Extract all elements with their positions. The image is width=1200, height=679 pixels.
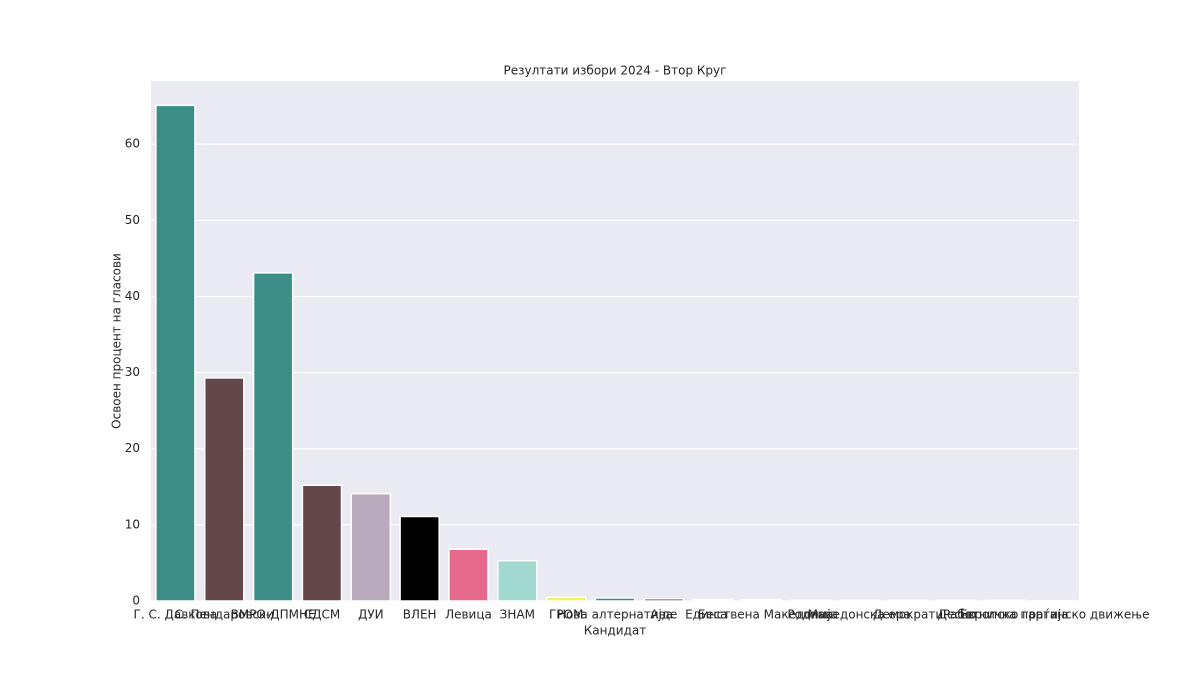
bar [742,599,781,601]
bar [302,485,341,601]
bar [791,600,830,601]
y-tick-label: 10 [125,517,140,531]
x-tick-label: Ајде [650,608,677,622]
chart-title: Резултати избори 2024 - Втор Круг [504,64,727,78]
y-tick-label: 0 [132,594,140,608]
x-tick-label: ВЛЕН [403,608,437,622]
bar [547,597,586,601]
bar [205,378,244,601]
bar [889,600,928,601]
bar [986,600,1025,601]
x-tick-label: ЗНАМ [500,608,535,622]
x-tick-label: СДСМ [304,608,341,622]
bar [644,599,683,601]
y-tick-label: 60 [125,137,140,151]
y-tick-label: 50 [125,213,140,227]
x-tick-label: Демократи [873,608,943,622]
y-tick-label: 40 [125,289,140,303]
bar [449,549,488,601]
bar [156,105,195,601]
bar [400,516,439,601]
x-tick-label: Европско граѓанско движење [960,608,1150,622]
y-axis-label: Освоен процент на гласови [110,253,124,429]
bar [498,561,537,601]
bar [693,599,732,601]
x-tick-label: Левица [445,608,492,622]
bar [254,273,293,601]
x-axis-label: Кандидат [584,624,646,638]
y-tick-label: 20 [125,441,140,455]
bar [840,600,879,601]
bar [351,494,390,601]
y-tick-label: 30 [125,365,140,379]
bar [937,600,976,601]
x-tick-label: ДУИ [358,608,384,622]
bar [595,598,634,601]
